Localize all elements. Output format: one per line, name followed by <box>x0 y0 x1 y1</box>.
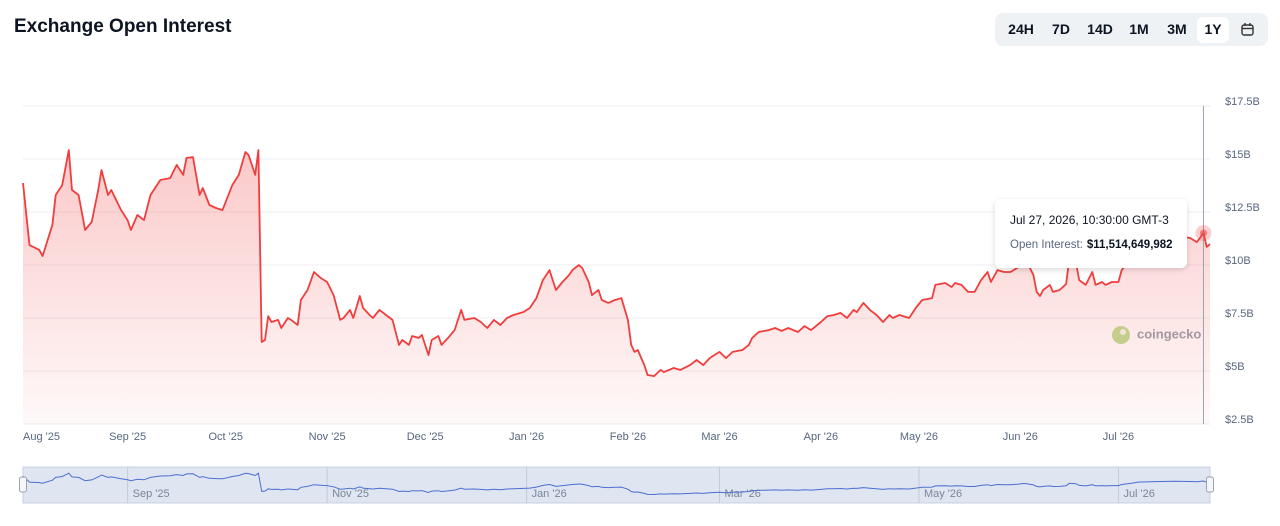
x-tick-label: Aug '25 <box>23 431 60 443</box>
y-tick-label: $5B <box>1225 361 1245 373</box>
line <box>22 149 1211 377</box>
navigator-label: May '26 <box>924 488 962 500</box>
range-button[interactable]: 14D <box>1087 21 1113 37</box>
navigator-label: Jan '26 <box>532 488 567 500</box>
calendar-button[interactable] <box>1241 23 1254 36</box>
navigator-line <box>22 472 1211 496</box>
x-tick-label: Dec '25 <box>407 431 444 443</box>
navigator-handle[interactable] <box>19 476 27 493</box>
y-tick-label: $12.5B <box>1225 202 1260 214</box>
x-tick-label: Oct '25 <box>208 431 243 443</box>
tooltip-box <box>995 199 1187 268</box>
y-tick-label: $15B <box>1225 149 1251 161</box>
navigator-label: Mar '26 <box>725 488 761 500</box>
tooltip-label: Open Interest: <box>1010 239 1083 251</box>
area <box>23 150 1210 424</box>
calendar-icon <box>1241 24 1254 36</box>
range-button[interactable]: 1Y <box>1204 21 1222 37</box>
range-button[interactable]: 1M <box>1129 21 1148 37</box>
y-tick-label: $10B <box>1225 255 1251 267</box>
y-tick-label: $17.5B <box>1225 96 1260 108</box>
x-tick-label: Jun '26 <box>1003 431 1038 443</box>
y-tick-label: $7.5B <box>1225 308 1254 320</box>
navigator-label: Nov '25 <box>332 488 369 500</box>
x-tick-label: Jul '26 <box>1103 431 1134 443</box>
tooltip-value: $11,514,649,982 <box>1087 239 1173 251</box>
x-tick-label: Mar '26 <box>701 431 737 443</box>
range-button-active[interactable] <box>1197 17 1229 43</box>
range-button[interactable]: 3M <box>1167 21 1186 37</box>
tooltip-date: Jul 27, 2026, 10:30:00 GMT-3 <box>1010 213 1169 227</box>
x-tick-label: May '26 <box>900 431 938 443</box>
chart-title: Exchange Open Interest <box>14 16 232 37</box>
x-tick-label: Jan '26 <box>509 431 544 443</box>
x-tick-label: Apr '26 <box>804 431 839 443</box>
navigator-label: Sep '25 <box>133 488 170 500</box>
navigator-handle[interactable] <box>1206 476 1214 493</box>
x-tick-label: Nov '25 <box>309 431 346 443</box>
tooltip: Jul 27, 2026, 10:30:00 GMT-3 Open Interes… <box>995 199 1187 268</box>
x-tick-label: Feb '26 <box>610 431 646 443</box>
x-tick-label: Sep '25 <box>109 431 146 443</box>
range-button[interactable]: 24H <box>1008 21 1034 37</box>
navigator-label: Jul '26 <box>1123 488 1154 500</box>
range-button[interactable]: 7D <box>1052 21 1070 37</box>
y-tick-label: $2.5B <box>1225 414 1254 426</box>
hover-point <box>1199 229 1207 237</box>
